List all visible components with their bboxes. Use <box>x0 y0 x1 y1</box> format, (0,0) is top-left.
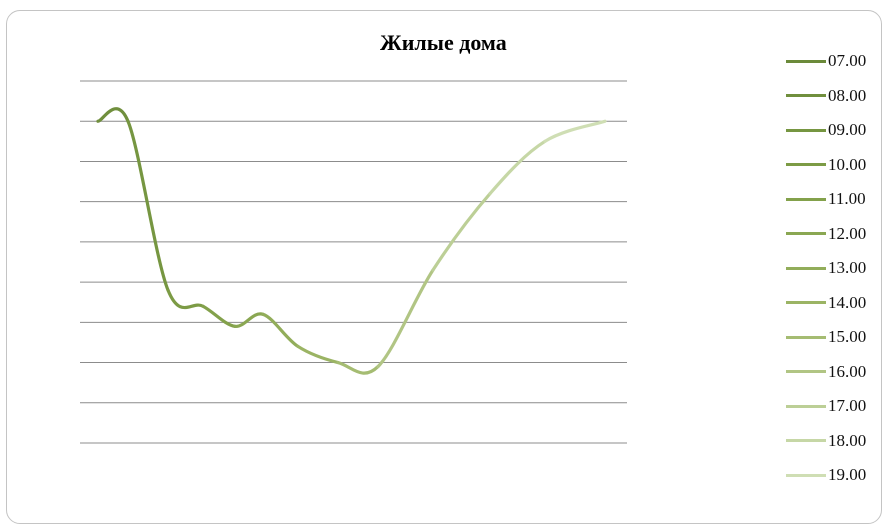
legend-line-swatch <box>786 439 826 442</box>
legend-line-swatch <box>786 128 826 132</box>
series-segment-18.00 <box>488 139 547 196</box>
series-segment-17.00 <box>431 192 492 272</box>
legend-item: 08.00 <box>786 86 866 106</box>
chart-frame <box>6 10 882 524</box>
legend-line-swatch <box>786 163 826 166</box>
legend-label: 19.00 <box>828 465 867 484</box>
legend-label: 08.00 <box>828 85 867 105</box>
legend-label: 13.00 <box>828 258 867 277</box>
legend-label: 15.00 <box>828 327 867 346</box>
legend-line-swatch <box>786 404 826 408</box>
legend-label: 17.00 <box>828 396 867 415</box>
gridlines <box>80 80 627 444</box>
legend-line-swatch <box>786 370 826 373</box>
series-segment-08.00 <box>96 107 130 123</box>
legend-item: 10.00 <box>786 155 866 175</box>
legend-item: 18.00 <box>786 431 866 451</box>
legend-label: 16.00 <box>828 361 867 381</box>
series-segment-14.00 <box>296 344 340 365</box>
legend-label: 07.00 <box>828 51 867 70</box>
series-segment-10.00 <box>166 288 205 310</box>
legend-item: 14.00 <box>786 293 866 313</box>
legend-item: 13.00 <box>786 258 866 278</box>
legend-item: 15.00 <box>786 327 866 347</box>
data-line <box>96 107 607 375</box>
legend-line-swatch <box>786 232 826 235</box>
series-segment-12.00 <box>233 312 265 328</box>
series-segment-16.00 <box>376 268 435 369</box>
legend-label: 14.00 <box>828 292 867 312</box>
series-segment-11.00 <box>201 304 237 328</box>
legend-line-swatch <box>786 335 826 339</box>
legend-line-swatch <box>786 59 826 63</box>
legend-line-swatch <box>786 473 826 477</box>
legend-item: 09.00 <box>786 120 866 140</box>
legend-item: 12.00 <box>786 224 866 244</box>
legend-label: 10.00 <box>828 154 867 174</box>
legend-line-swatch <box>786 266 826 270</box>
legend-item: 11.00 <box>786 189 866 209</box>
series-segment-15.00 <box>336 360 380 375</box>
legend-line-swatch <box>786 197 826 201</box>
legend-item: 19.00 <box>786 465 866 485</box>
series-segment-19.00 <box>543 119 607 143</box>
chart-title: Жилые дома <box>380 30 507 55</box>
legend-label: 09.00 <box>828 120 867 139</box>
legend-line-swatch <box>786 94 826 97</box>
legend-line-swatch <box>786 301 826 304</box>
legend-label: 11.00 <box>828 189 866 208</box>
legend-item: 17.00 <box>786 396 866 416</box>
legend-item: 07.00 <box>786 51 866 71</box>
legend-label: 18.00 <box>828 430 867 450</box>
series-segment-09.00 <box>126 119 170 292</box>
series-segment-13.00 <box>261 312 300 349</box>
legend-label: 12.00 <box>828 223 867 243</box>
legend-item: 16.00 <box>786 362 866 382</box>
